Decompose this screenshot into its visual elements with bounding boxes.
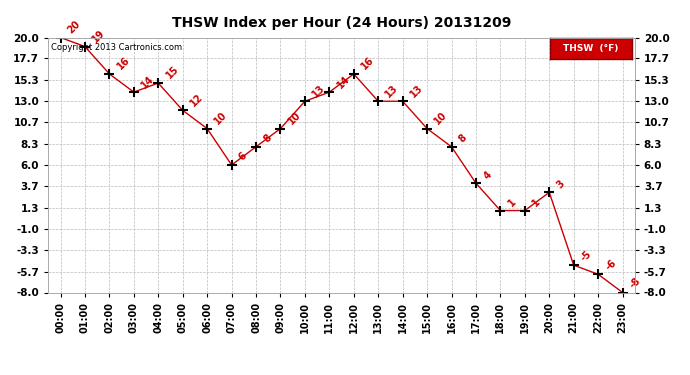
- Text: 10: 10: [286, 110, 303, 126]
- Text: -5: -5: [580, 248, 594, 263]
- Text: 14: 14: [139, 74, 156, 90]
- Text: 15: 15: [164, 64, 181, 81]
- Text: 8: 8: [457, 133, 469, 145]
- Text: 16: 16: [115, 55, 132, 72]
- Text: 20: 20: [66, 19, 83, 35]
- Text: 13: 13: [310, 82, 327, 99]
- Text: 3: 3: [555, 178, 566, 190]
- Text: 10: 10: [433, 110, 449, 126]
- Text: 13: 13: [408, 82, 425, 99]
- Text: 12: 12: [188, 92, 205, 108]
- Text: 14: 14: [335, 74, 351, 90]
- Text: -6: -6: [604, 258, 618, 272]
- Text: 16: 16: [359, 55, 376, 72]
- Text: 8: 8: [262, 133, 273, 145]
- Text: 13: 13: [384, 82, 400, 99]
- Text: 10: 10: [213, 110, 229, 126]
- Text: 1: 1: [506, 196, 518, 208]
- Text: 1: 1: [531, 196, 542, 208]
- Text: 6: 6: [237, 151, 249, 163]
- Text: 19: 19: [90, 28, 107, 45]
- Text: 4: 4: [482, 169, 493, 181]
- Text: Copyright 2013 Cartronics.com: Copyright 2013 Cartronics.com: [51, 43, 182, 52]
- Text: -8: -8: [628, 276, 643, 290]
- Title: THSW Index per Hour (24 Hours) 20131209: THSW Index per Hour (24 Hours) 20131209: [172, 16, 511, 30]
